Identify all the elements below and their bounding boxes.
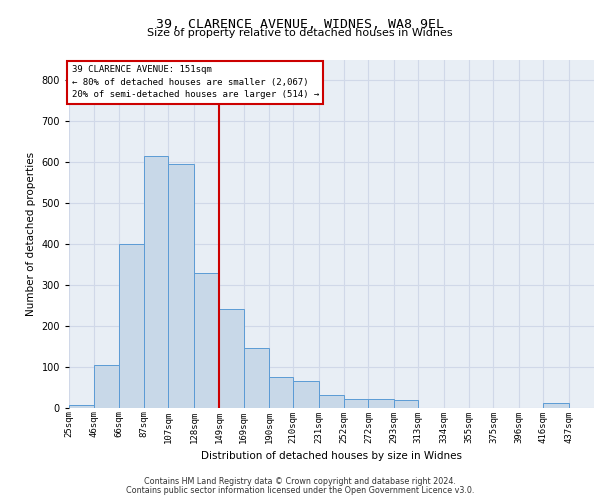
Bar [368,400,394,407]
Bar [394,400,418,407]
Bar [220,310,244,408]
Y-axis label: Number of detached properties: Number of detached properties [26,152,36,316]
Bar [344,400,368,407]
Text: 39 CLARENCE AVENUE: 151sqm
← 80% of detached houses are smaller (2,067)
20% of s: 39 CLARENCE AVENUE: 151sqm ← 80% of deta… [71,65,319,99]
Bar [319,395,344,407]
Bar [119,244,144,408]
Text: 39, CLARENCE AVENUE, WIDNES, WA8 9EL: 39, CLARENCE AVENUE, WIDNES, WA8 9EL [156,18,444,30]
Bar [194,272,220,407]
Bar [543,404,569,407]
Text: Size of property relative to detached houses in Widnes: Size of property relative to detached ho… [147,28,453,38]
Text: Contains HM Land Registry data © Crown copyright and database right 2024.: Contains HM Land Registry data © Crown c… [144,477,456,486]
Bar [293,381,319,407]
Bar [269,377,293,408]
X-axis label: Distribution of detached houses by size in Widnes: Distribution of detached houses by size … [201,451,462,461]
Bar [94,364,119,408]
Bar [169,164,194,408]
Text: Contains public sector information licensed under the Open Government Licence v3: Contains public sector information licen… [126,486,474,495]
Bar [144,156,169,407]
Bar [69,406,94,407]
Bar [244,348,269,408]
